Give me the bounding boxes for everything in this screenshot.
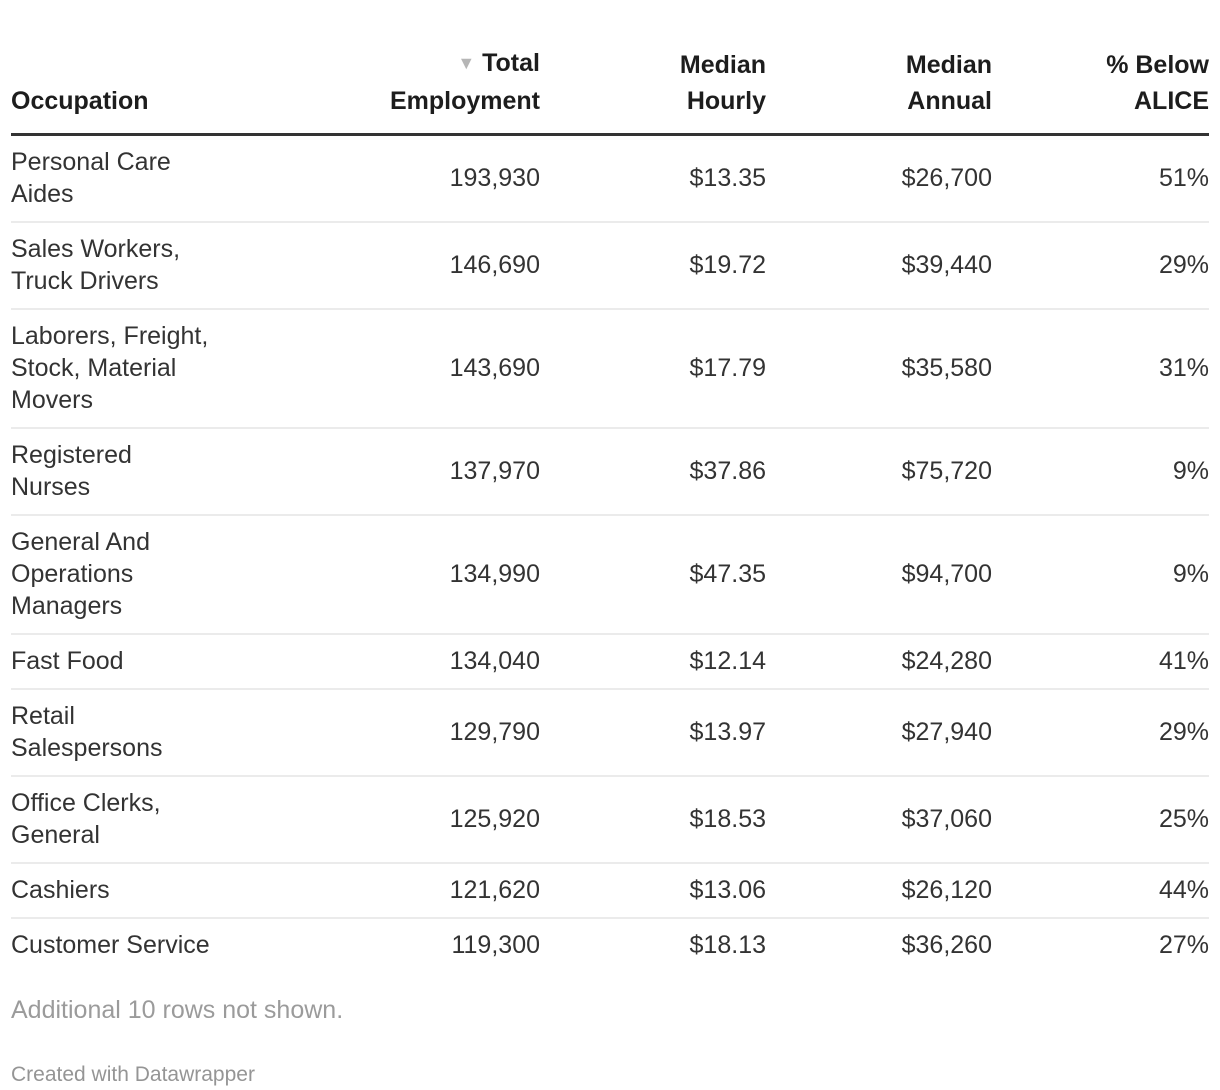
cell-occupation: Cashiers [11,863,251,919]
cell-occupation: Laborers, Freight, Stock, Material Mover… [11,309,251,429]
column-header-pct_below_alice[interactable]: % Below ALICE [992,25,1209,136]
table-row: Cashiers 121,620 $13.06 $26,120 44% [11,863,1209,919]
column-header-median_annual[interactable]: Median Annual [766,25,992,136]
cell-total_employment: 125,920 [251,776,540,864]
table-row: Office Clerks, General 125,920 $18.53 $37,0… [11,776,1209,864]
header-row: Occupation ▼ Total Employment Median Hourly M… [11,25,1209,136]
cell-total_employment: 134,040 [251,634,540,690]
cell-total_employment: 121,620 [251,863,540,919]
sort-desc-icon: ▼ [457,53,476,73]
cell-pct_below_alice: 9% [992,515,1209,635]
cell-occupation: Retail Salespersons [11,689,251,777]
cell-total_employment: 143,690 [251,309,540,429]
cell-occupation: Sales Workers, Truck Drivers [11,222,251,310]
cell-occupation: Customer Service [11,931,210,959]
table-row: Laborers, Freight, Stock, Material Mover… [11,309,1209,429]
cell-total_employment: 137,970 [251,428,540,516]
table-row: Personal Care Aides 193,930 $13.35 $26,700 5… [11,134,1209,223]
cell-pct_below_alice: 51% [992,134,1209,223]
cell-median_annual: $26,120 [766,863,992,919]
cell-median_annual: $24,280 [766,634,992,690]
cell-median_annual: $27,940 [766,689,992,777]
cell-median_hourly: $17.79 [540,309,766,429]
additional-rows-note: Additional 10 rows not shown. [11,996,344,1024]
cell-pct_below_alice: 31% [992,309,1209,429]
cell-pct_below_alice: 44% [992,863,1209,919]
cell-total_employment: 129,790 [251,689,540,777]
cell-occupation: Office Clerks, General [11,776,251,864]
cell-pct_below_alice: 41% [992,634,1209,690]
cell-median_hourly: $13.06 [540,863,766,919]
cell-pct_below_alice: 27% [1158,931,1209,959]
cell-median_annual: $94,700 [766,515,992,635]
cell-median_annual: $26,700 [766,134,992,223]
table-row: Customer Service 119,300 $18.13 $36,260 27% [11,918,1209,972]
cell-median_hourly: $18.13 [689,931,766,959]
cell-pct_below_alice: 29% [992,222,1209,310]
cell-median_hourly: $13.97 [540,689,766,777]
cell-median_annual: $37,060 [766,776,992,864]
table-row: Fast Food 134,040 $12.14 $24,280 41% [11,634,1209,690]
cell-median_hourly: $19.72 [540,222,766,310]
cell-total_employment: 146,690 [251,222,540,310]
cell-median_annual: $35,580 [766,309,992,429]
cell-median_hourly: $47.35 [540,515,766,635]
table-row: Sales Workers, Truck Drivers 146,690 $19.7… [11,222,1209,310]
cell-pct_below_alice: 29% [992,689,1209,777]
cell-occupation: General And Operations Managers [11,515,251,635]
cell-total_employment: 193,930 [251,134,540,223]
cell-median_hourly: $13.35 [540,134,766,223]
cell-total_employment: 119,300 [451,931,540,959]
cell-total_employment: 134,990 [251,515,540,635]
table-row: Retail Salespersons 129,790 $13.97 $27,940 2… [11,689,1209,777]
table-row: Registered Nurses 137,970 $37.86 $75,720 9% [11,428,1209,516]
cell-median_annual: $36,260 [901,931,992,959]
data-table: Occupation ▼ Total Employment Median Hourly M… [11,25,1209,972]
column-header-median_hourly[interactable]: Median Hourly [540,25,766,136]
cell-pct_below_alice: 25% [992,776,1209,864]
cell-occupation: Fast Food [11,634,251,690]
cell-pct_below_alice: 9% [992,428,1209,516]
column-header-occupation[interactable]: Occupation [11,25,251,136]
cell-median_hourly: $18.53 [540,776,766,864]
cell-median_annual: $39,440 [766,222,992,310]
cell-occupation: Personal Care Aides [11,134,251,223]
cell-median_hourly: $12.14 [540,634,766,690]
table-row: General And Operations Managers 134,990 $4… [11,515,1209,635]
column-header-total_employment[interactable]: ▼ Total Employment [251,25,540,136]
datawrapper-attribution: Created with Datawrapper [11,1063,255,1086]
cell-occupation: Registered Nurses [11,428,251,516]
cell-median_hourly: $37.86 [540,428,766,516]
cell-median_annual: $75,720 [766,428,992,516]
